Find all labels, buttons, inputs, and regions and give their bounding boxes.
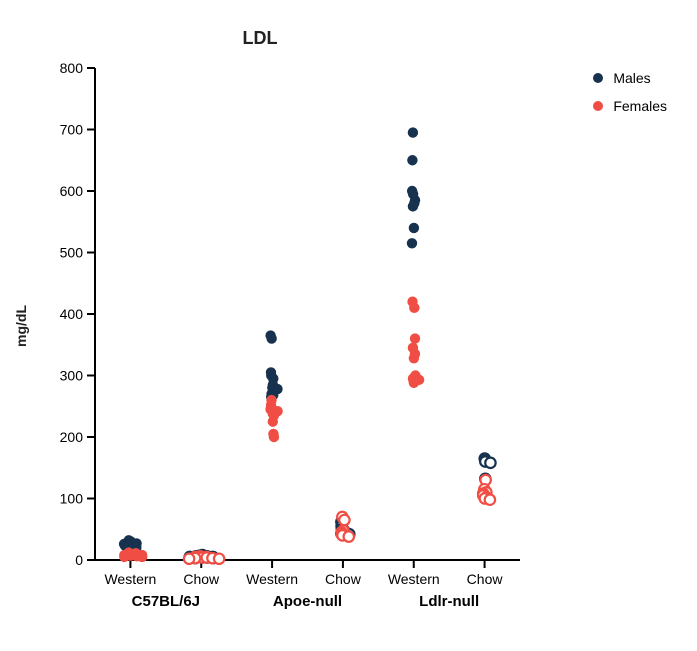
svg-text:400: 400 (60, 306, 84, 322)
svg-text:300: 300 (60, 368, 84, 384)
svg-text:800: 800 (60, 60, 84, 76)
legend-item-males: Males (593, 70, 667, 86)
svg-text:0: 0 (75, 552, 83, 568)
ldl-scatter-chart: LDL mg/dL 0100200300400500600700800Weste… (0, 0, 697, 651)
legend-label-females: Females (613, 98, 667, 114)
svg-text:600: 600 (60, 183, 84, 199)
svg-text:100: 100 (60, 491, 84, 507)
svg-text:Chow: Chow (467, 571, 504, 587)
svg-text:Western: Western (246, 571, 298, 587)
legend-dot-females (593, 101, 603, 111)
svg-text:Apoe-null: Apoe-null (273, 593, 342, 610)
svg-text:Ldlr-null: Ldlr-null (419, 593, 479, 610)
svg-text:Western: Western (104, 571, 156, 587)
svg-text:Chow: Chow (183, 571, 220, 587)
svg-text:C57BL/6J: C57BL/6J (132, 593, 200, 610)
svg-text:200: 200 (60, 429, 84, 445)
legend-label-males: Males (613, 70, 650, 86)
legend-dot-males (593, 73, 603, 83)
svg-text:500: 500 (60, 245, 84, 261)
legend-item-females: Females (593, 98, 667, 114)
svg-text:Western: Western (388, 571, 440, 587)
svg-text:Chow: Chow (325, 571, 362, 587)
legend: Males Females (593, 70, 667, 126)
svg-text:700: 700 (60, 122, 84, 138)
